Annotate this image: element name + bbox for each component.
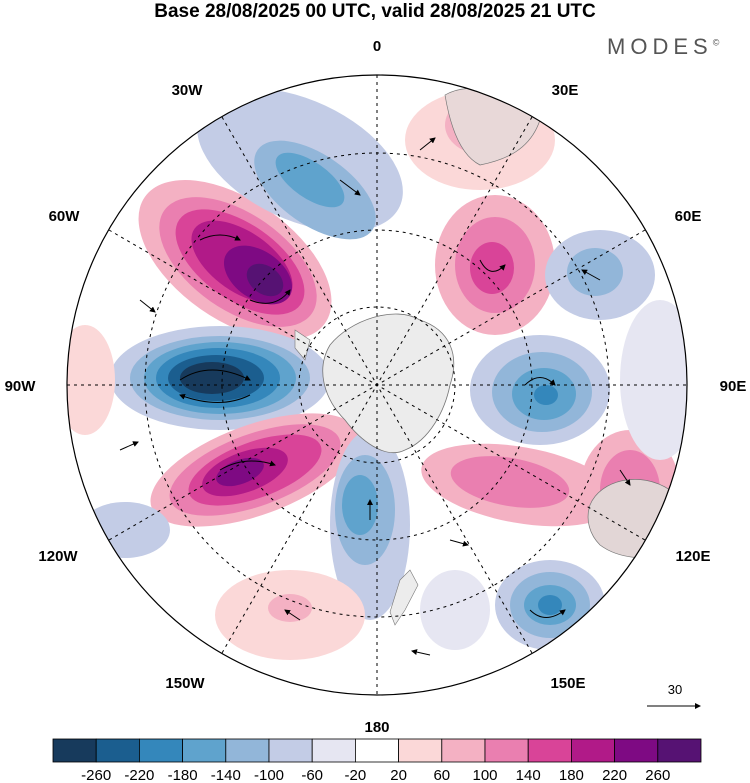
lon-label-180: 180: [364, 719, 389, 736]
lon-label-90w: 90W: [5, 378, 37, 395]
colorbar-swatch: [657, 738, 702, 763]
colorbar-swatch: [354, 738, 399, 763]
colorbar-tick-label: 140: [516, 767, 541, 783]
new-zealand-landmass: [389, 569, 419, 626]
lon-label-120e: 120E: [675, 548, 710, 565]
colorbar-swatch: [182, 738, 227, 763]
colorbar: -260 -220 -180 -140 -100 -60 -20 20 60 100 140 180 2…: [52, 738, 702, 783]
colorbar-swatch: [527, 738, 572, 763]
colorbar-tick-label: 260: [645, 767, 670, 783]
colorbar-tick-label: 180: [559, 767, 584, 783]
brand-name: MODES: [607, 34, 713, 59]
colorbar-swatch: [484, 738, 529, 763]
colorbar-swatch: [614, 738, 659, 763]
lon-label-150e: 150E: [550, 675, 585, 692]
lon-label-60e: 60E: [675, 208, 702, 225]
colorbar-tick-label: -100: [254, 767, 284, 783]
lon-label-0: 0: [373, 38, 381, 55]
colorbar-swatch: [571, 738, 616, 763]
colorbar-tick-label: -20: [345, 767, 367, 783]
wind-vectors: [119, 137, 631, 656]
colorbar-swatch: [225, 738, 270, 763]
colorbar-tick-label: 100: [472, 767, 497, 783]
lon-label-150w: 150W: [165, 675, 205, 692]
lon-label-30w: 30W: [172, 82, 204, 99]
copyright-mark: ©: [712, 37, 720, 48]
colorbar-swatch: [268, 738, 313, 763]
colorbar-tick-label: -60: [301, 767, 323, 783]
lon-label-90e: 90E: [720, 378, 747, 395]
colorbar-swatch: [52, 738, 97, 763]
brand-logo: MODES©: [607, 34, 719, 60]
colorbar-swatch: [138, 738, 183, 763]
colorbar-swatch: [311, 738, 356, 763]
colorbar-tick-label: -220: [124, 767, 154, 783]
colorbar-swatch: [398, 738, 443, 763]
graticule: [67, 75, 687, 695]
australia-landmass: [587, 479, 686, 559]
colorbar-tick-label: -180: [168, 767, 198, 783]
colorbar-tick-label: 20: [390, 767, 407, 783]
lon-label-120w: 120W: [38, 548, 78, 565]
reference-vector-value: 30: [668, 682, 682, 697]
colorbar-swatch: [441, 738, 486, 763]
page-title: Base 28/08/2025 00 UTC, valid 28/08/2025…: [154, 1, 596, 22]
map-border: [66, 74, 688, 696]
lon-label-60w: 60W: [49, 208, 81, 225]
colorbar-tick-label: -140: [211, 767, 241, 783]
colorbar-tick-label: 220: [602, 767, 627, 783]
colorbar-swatch: [95, 738, 140, 763]
south-america-landmass: [294, 329, 311, 361]
colorbar-tick-label: 60: [433, 767, 450, 783]
colorbar-tick-label: -260: [81, 767, 111, 783]
lon-label-30e: 30E: [552, 82, 579, 99]
